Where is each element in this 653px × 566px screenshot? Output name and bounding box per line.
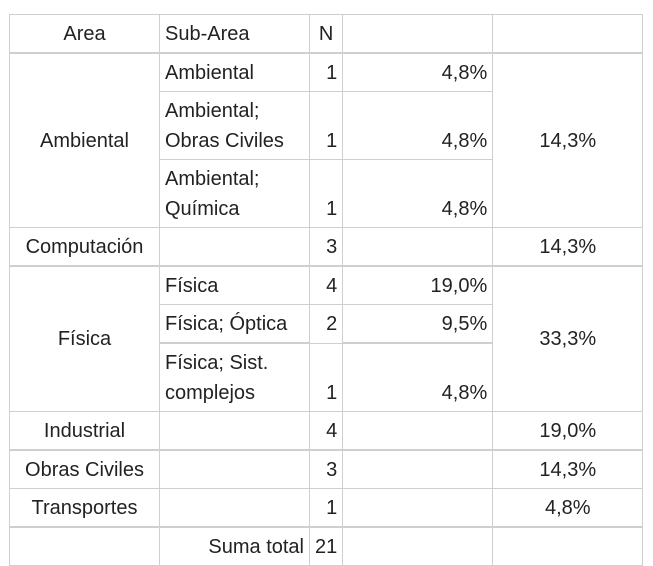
subarea-cell-empty bbox=[159, 411, 310, 451]
table-row: Obras Civiles 3 14,3% bbox=[9, 449, 644, 489]
subarea-cell: Ambiental; Química bbox=[159, 159, 310, 228]
area-pct-cell-computacion: 14,3% bbox=[492, 227, 644, 267]
n-cell: 1 bbox=[308, 159, 344, 228]
header-pct-area bbox=[492, 14, 644, 54]
subarea-cell-empty bbox=[159, 449, 310, 489]
subarea-pct-cell: 4,8% bbox=[342, 159, 494, 228]
subarea-cell-empty bbox=[159, 488, 310, 528]
area-pct-cell-transportes: 4,8% bbox=[492, 488, 644, 528]
area-cell-fisica: Física bbox=[9, 265, 160, 412]
area-pct-cell-industrial: 19,0% bbox=[492, 411, 644, 451]
total-row: Suma total 21 bbox=[9, 526, 644, 566]
n-cell: 1 bbox=[308, 342, 344, 412]
header-pct-sub bbox=[342, 14, 494, 54]
subarea-cell-empty bbox=[159, 227, 310, 267]
subarea-pct-cell: 4,8% bbox=[342, 52, 494, 92]
subarea-cell: Física; Sist. complejos bbox=[159, 342, 310, 412]
table-row: Ambiental; Obras Civiles 1 4,8% bbox=[10, 91, 643, 160]
n-cell: 3 bbox=[308, 449, 344, 489]
n-cell: 1 bbox=[308, 488, 344, 528]
header-area: Area bbox=[9, 14, 160, 54]
n-cell: 2 bbox=[308, 304, 344, 344]
area-distribution-table: Area Sub-Area N Ambiental Ambiental 1 4,… bbox=[9, 14, 644, 566]
subarea-pct-cell: 19,0% bbox=[342, 265, 494, 305]
header-n: N bbox=[308, 14, 344, 54]
n-cell: 4 bbox=[308, 265, 344, 305]
total-pct-area-empty bbox=[492, 526, 644, 566]
table-row: Ambiental; Química 1 4,8% bbox=[10, 159, 643, 228]
table-row: Física; Sist. complejos 1 4,8% bbox=[10, 342, 643, 412]
subarea-pct-cell: 4,8% bbox=[342, 91, 494, 160]
table-row: Computación 3 14,3% bbox=[9, 227, 644, 267]
header-row: Area Sub-Area N bbox=[9, 14, 644, 54]
area-pct-cell-fisica: 33,3% bbox=[492, 265, 644, 412]
area-pct-cell-ambiental: 14,3% bbox=[492, 52, 644, 228]
subarea-pct-cell: 9,5% bbox=[342, 304, 494, 344]
total-pct-sub-empty bbox=[342, 526, 494, 566]
subarea-cell: Ambiental; Obras Civiles bbox=[159, 91, 310, 160]
subarea-pct-cell-empty bbox=[342, 411, 494, 451]
area-cell-ambiental: Ambiental bbox=[9, 52, 160, 228]
subarea-pct-cell-empty bbox=[342, 227, 494, 267]
total-area-empty bbox=[9, 526, 160, 566]
subarea-pct-cell-empty bbox=[342, 488, 494, 528]
n-cell: 1 bbox=[308, 91, 344, 160]
n-cell: 4 bbox=[308, 411, 344, 451]
table-row: Ambiental Ambiental 1 4,8% 14,3% bbox=[9, 52, 644, 228]
total-label: Suma total bbox=[159, 526, 310, 566]
subarea-cell: Física bbox=[159, 265, 310, 305]
subarea-cell: Física; Óptica bbox=[159, 304, 310, 344]
table-row: Transportes 1 4,8% bbox=[9, 488, 644, 528]
subarea-pct-cell-empty bbox=[342, 449, 494, 489]
total-n: 21 bbox=[308, 526, 344, 566]
area-cell-industrial: Industrial bbox=[9, 411, 160, 451]
table-row: Industrial 4 19,0% bbox=[9, 411, 644, 451]
area-cell-obras-civiles: Obras Civiles bbox=[9, 449, 160, 489]
table-row: Física; Óptica 2 9,5% bbox=[10, 304, 643, 344]
header-subarea: Sub-Area bbox=[159, 14, 310, 54]
area-cell-transportes: Transportes bbox=[9, 488, 160, 528]
n-cell: 3 bbox=[308, 227, 344, 267]
area-pct-cell-obras-civiles: 14,3% bbox=[492, 449, 644, 489]
table-row: Física Física 4 19,0% 33,3% bbox=[9, 265, 644, 412]
n-cell: 1 bbox=[308, 52, 344, 92]
area-cell-computacion: Computación bbox=[9, 227, 160, 267]
subarea-pct-cell: 4,8% bbox=[342, 342, 494, 412]
subarea-cell: Ambiental bbox=[159, 52, 310, 92]
